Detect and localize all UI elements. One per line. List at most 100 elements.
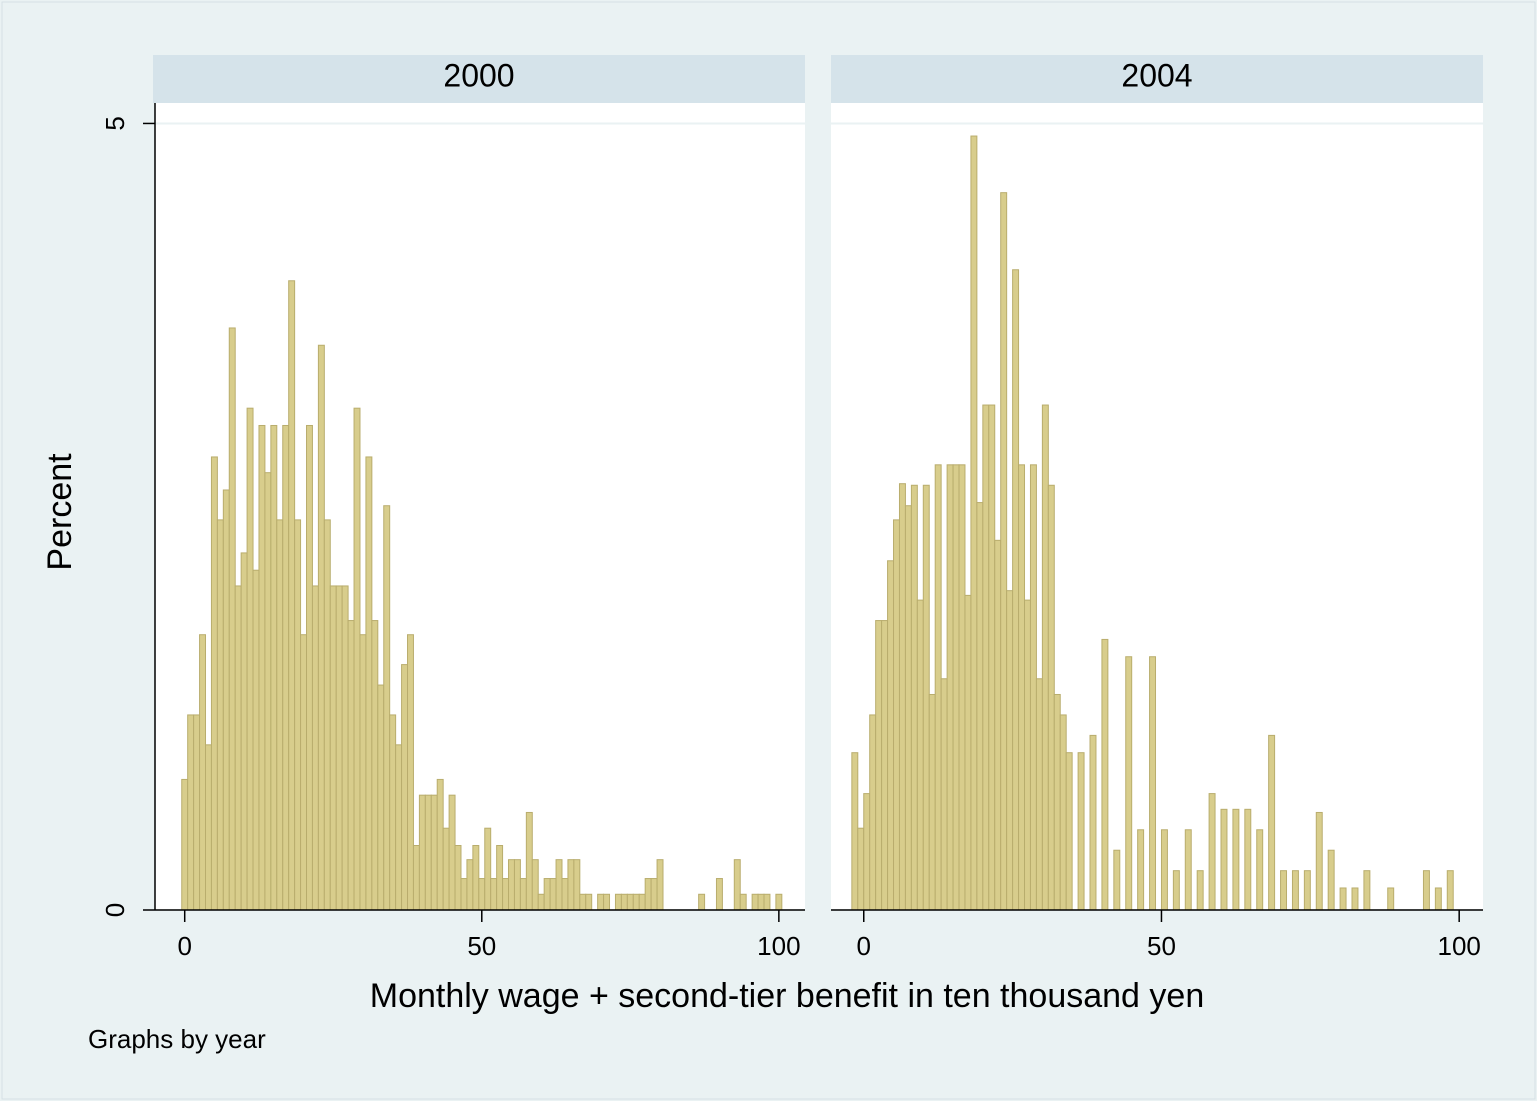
bar — [288, 280, 296, 911]
x-tick-label: 100 — [1437, 931, 1480, 961]
bar — [1065, 752, 1073, 911]
bar — [910, 484, 918, 911]
bar — [1077, 752, 1085, 911]
bar — [502, 878, 510, 911]
bar — [1339, 887, 1347, 911]
bar — [970, 135, 978, 911]
bar — [620, 893, 628, 911]
bar — [323, 519, 331, 911]
bar — [513, 859, 521, 911]
bar — [1024, 599, 1031, 911]
bar — [525, 811, 533, 911]
bar — [407, 634, 414, 911]
bar — [193, 714, 201, 911]
bar — [537, 893, 545, 911]
bar — [412, 845, 420, 911]
panel-title: 2000 — [443, 57, 514, 93]
bar — [1291, 870, 1299, 911]
bar — [442, 827, 450, 911]
bar — [341, 585, 349, 911]
bar — [460, 878, 468, 911]
bar — [1006, 590, 1014, 911]
bar — [887, 560, 895, 911]
bar — [893, 519, 900, 911]
bar — [1047, 484, 1055, 911]
bar — [1351, 887, 1359, 911]
bar — [603, 893, 611, 911]
bar — [187, 714, 195, 911]
bar — [715, 878, 723, 911]
bar — [567, 859, 575, 911]
bar — [543, 878, 551, 911]
bar — [958, 464, 966, 911]
bar — [270, 424, 278, 911]
bar — [264, 472, 272, 911]
bar — [940, 678, 948, 911]
bar — [1363, 870, 1371, 911]
bar — [555, 859, 563, 911]
bar — [347, 620, 355, 911]
bar — [1137, 829, 1145, 911]
bar — [448, 794, 456, 911]
bar — [739, 893, 747, 911]
panel-title: 2004 — [1121, 57, 1192, 93]
bar — [757, 893, 765, 911]
bar — [353, 407, 361, 911]
bar — [519, 878, 527, 911]
bar — [626, 893, 634, 911]
panel-header — [153, 55, 805, 103]
bar — [371, 620, 379, 911]
bar — [205, 744, 212, 911]
bar — [763, 893, 771, 911]
bar — [1184, 829, 1192, 911]
bar — [531, 859, 539, 911]
bar — [638, 893, 646, 911]
bar — [484, 827, 492, 911]
x-tick-label: 0 — [857, 931, 871, 961]
bar — [228, 327, 236, 911]
bar — [881, 620, 889, 911]
bar — [1101, 638, 1109, 911]
bar — [1053, 693, 1061, 911]
bar — [561, 878, 569, 911]
bar — [454, 845, 462, 911]
bar — [875, 620, 883, 911]
bar — [508, 859, 515, 911]
bar — [359, 634, 367, 911]
bar — [222, 489, 230, 911]
bar — [276, 519, 284, 911]
bar — [751, 893, 759, 911]
bar — [1446, 870, 1454, 911]
bar — [389, 714, 397, 911]
bar — [857, 827, 865, 911]
bar — [922, 484, 930, 911]
bar — [614, 893, 622, 911]
bar — [329, 585, 337, 911]
bar — [644, 878, 652, 911]
bar — [1000, 192, 1008, 911]
bar — [934, 464, 942, 911]
bar — [210, 456, 218, 911]
bar — [1220, 808, 1228, 911]
bar — [632, 893, 640, 911]
bar — [1268, 734, 1276, 911]
bar — [898, 483, 906, 911]
y-axis-label: Percent — [41, 453, 79, 571]
x-tick-label: 0 — [177, 931, 191, 961]
bar — [1172, 870, 1180, 911]
bar — [306, 424, 313, 911]
bar — [418, 794, 426, 911]
bar — [478, 878, 486, 911]
bar — [869, 714, 877, 911]
bar — [472, 845, 480, 911]
bar — [1041, 404, 1049, 911]
bar — [1244, 808, 1252, 911]
bar — [1434, 887, 1442, 911]
bar — [863, 793, 871, 911]
bar — [585, 893, 593, 911]
bar — [1232, 808, 1240, 911]
bar — [240, 552, 248, 911]
bar — [982, 404, 990, 911]
bar — [573, 859, 581, 911]
x-axis-label: Monthly wage + second-tier benefit in te… — [370, 977, 1204, 1015]
